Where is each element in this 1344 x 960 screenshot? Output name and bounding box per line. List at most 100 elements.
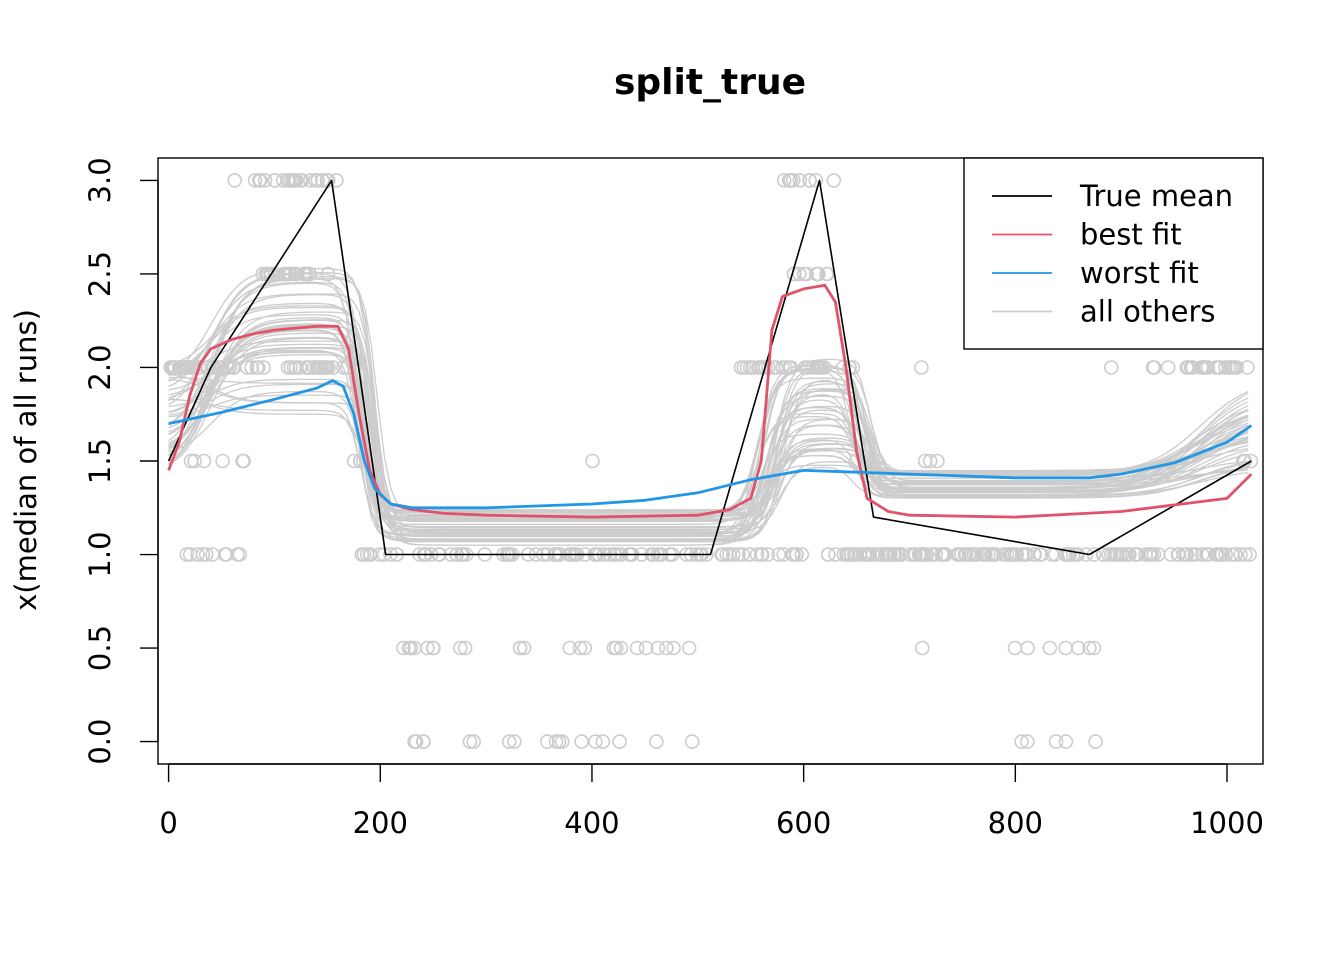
scatter-point	[302, 173, 318, 188]
scatter-point	[811, 360, 827, 375]
scatter-point	[800, 360, 815, 375]
scatter-point	[190, 547, 205, 562]
scatter-point	[754, 547, 770, 562]
scatter-point	[329, 173, 344, 188]
scatter-point	[749, 547, 765, 562]
chart-title: split_true	[614, 62, 806, 103]
scatter-point	[1020, 640, 1035, 656]
scatter-point	[760, 547, 776, 562]
scatter-point	[908, 547, 923, 562]
scatter-point	[182, 547, 198, 562]
scatter-point	[912, 547, 928, 562]
scatter-point	[256, 360, 271, 375]
scatter-point	[950, 547, 966, 562]
scatter-point	[1088, 734, 1103, 749]
legend-label: all others	[1080, 295, 1215, 329]
scatter-point	[1086, 640, 1102, 656]
other-run-line	[168, 278, 1249, 518]
scatter-point	[595, 734, 611, 749]
scatter-point	[922, 453, 938, 469]
scatter-point	[214, 360, 230, 375]
other-run-line	[168, 349, 1249, 535]
scatter-point	[886, 547, 901, 562]
scatter-point	[173, 360, 189, 375]
x-axis: 0 200 400 600 800 1000	[159, 763, 1264, 840]
scatter-point	[666, 640, 681, 656]
scatter-point	[354, 547, 370, 562]
scatter-point	[1027, 547, 1043, 562]
y-axis-label: x(median of all runs)	[9, 309, 43, 611]
scatter-point	[220, 360, 235, 375]
scatter-point	[346, 453, 362, 469]
x-tick-label: 0	[159, 806, 177, 840]
scatter-point	[288, 360, 304, 375]
scatter-point	[1227, 360, 1242, 375]
scatter-point	[1060, 547, 1076, 562]
scatter-point	[1065, 547, 1081, 562]
scatter-point	[548, 734, 564, 749]
scatter-point	[283, 266, 298, 282]
scatter-point	[650, 640, 666, 656]
scatter-point	[462, 734, 478, 749]
scatter-point	[783, 360, 799, 375]
scatter-point	[781, 173, 797, 188]
scatter-point	[1127, 547, 1143, 562]
scatter-point	[300, 360, 316, 375]
scatter-point	[275, 173, 291, 188]
y-tick-label: 1.0	[83, 531, 117, 577]
scatter-point	[629, 640, 645, 656]
scatter-point	[572, 640, 588, 656]
scatter-point	[914, 360, 929, 375]
legend-label: worst fit	[1080, 256, 1199, 290]
scatter-point	[613, 640, 629, 656]
scatter-point	[1183, 360, 1199, 375]
scatter-point	[1218, 547, 1233, 562]
scatter-point	[235, 453, 250, 469]
scatter-point	[638, 640, 654, 656]
legend-label: True mean	[1079, 179, 1233, 213]
scatter-point	[1018, 547, 1033, 562]
y-tick-label: 0.0	[83, 719, 117, 765]
other-run-line	[168, 325, 1249, 538]
scatter-point	[403, 640, 419, 656]
scatter-point	[257, 173, 273, 188]
scatter-point	[608, 640, 624, 656]
other-run-line	[168, 276, 1249, 546]
series-lines	[167, 179, 1253, 556]
scatter-point	[179, 547, 195, 562]
scatter-point	[649, 734, 664, 749]
scatter-point	[842, 360, 857, 375]
scatter-point	[731, 547, 746, 562]
scatter-point	[301, 266, 317, 282]
scatter-point	[1144, 547, 1159, 562]
scatter-point	[826, 173, 842, 188]
scatter-point	[283, 360, 299, 375]
scatter-point	[407, 640, 422, 656]
scatter-point	[253, 173, 268, 188]
scatter-point	[1200, 360, 1216, 375]
scatter-point	[852, 547, 867, 562]
scatter-point	[1171, 547, 1186, 562]
legend-box	[963, 157, 1264, 350]
other-run-line	[168, 267, 1249, 533]
scatter-point	[263, 266, 279, 282]
scatter-point	[659, 640, 674, 656]
scatter-point	[1104, 360, 1119, 375]
x-tick-label: 200	[353, 806, 408, 840]
scatter-point	[516, 640, 532, 656]
scatter-point	[961, 547, 977, 562]
series-line-worst-fit	[168, 379, 1253, 510]
scatter-point	[714, 547, 729, 562]
other-run-line	[168, 324, 1249, 543]
other-run-line	[168, 398, 1249, 535]
scatter-point	[187, 453, 202, 469]
scatter-point	[1020, 734, 1035, 749]
scatter-point	[577, 640, 593, 656]
scatter-point	[340, 360, 355, 375]
scatter-point	[725, 547, 741, 562]
scatter-point	[219, 547, 234, 562]
scatter-point	[776, 173, 792, 188]
scatter-point	[320, 266, 336, 282]
scatter-point	[1233, 547, 1248, 562]
scatter-point	[930, 453, 945, 469]
